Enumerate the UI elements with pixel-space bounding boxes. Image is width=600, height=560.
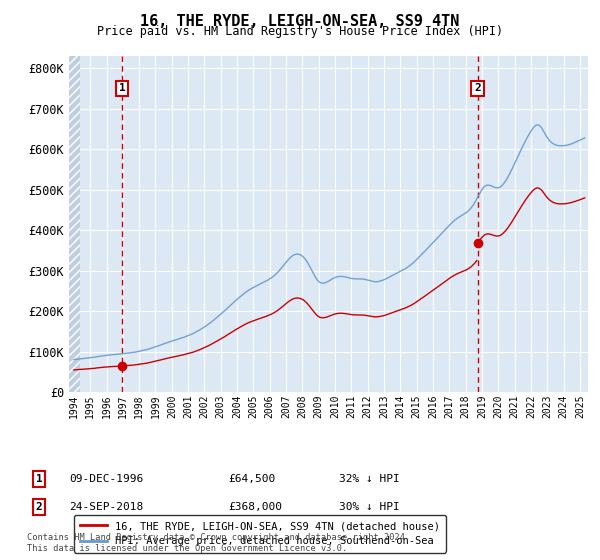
Text: £368,000: £368,000 [228,502,282,512]
Text: 09-DEC-1996: 09-DEC-1996 [69,474,143,484]
Text: Price paid vs. HM Land Registry's House Price Index (HPI): Price paid vs. HM Land Registry's House … [97,25,503,38]
Text: Contains HM Land Registry data © Crown copyright and database right 2024.
This d: Contains HM Land Registry data © Crown c… [27,533,410,553]
Bar [69,56,80,392]
Legend: 16, THE RYDE, LEIGH-ON-SEA, SS9 4TN (detached house), HPI: Average price, detach: 16, THE RYDE, LEIGH-ON-SEA, SS9 4TN (det… [74,515,446,553]
Text: 24-SEP-2018: 24-SEP-2018 [69,502,143,512]
Text: £64,500: £64,500 [228,474,275,484]
Text: 2: 2 [474,83,481,94]
Text: 30% ↓ HPI: 30% ↓ HPI [339,502,400,512]
Text: 1: 1 [35,474,43,484]
Text: 16, THE RYDE, LEIGH-ON-SEA, SS9 4TN: 16, THE RYDE, LEIGH-ON-SEA, SS9 4TN [140,14,460,29]
Text: 1: 1 [119,83,125,94]
Text: 32% ↓ HPI: 32% ↓ HPI [339,474,400,484]
Text: 2: 2 [35,502,43,512]
